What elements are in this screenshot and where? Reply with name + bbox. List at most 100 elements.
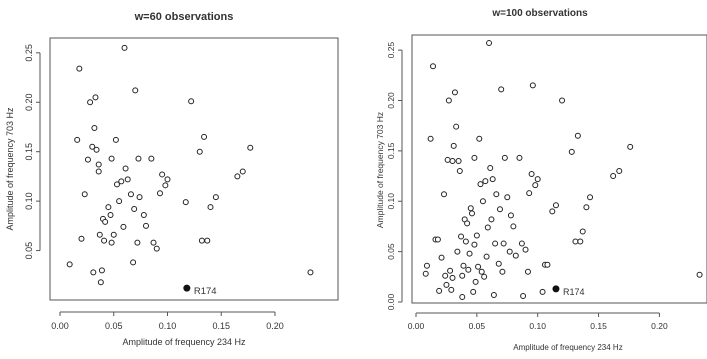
data-point <box>493 191 500 198</box>
data-point <box>207 204 214 211</box>
data-point <box>148 155 155 162</box>
data-point <box>423 262 430 269</box>
data-point <box>196 148 203 155</box>
data-point <box>466 250 473 257</box>
x-tick-label: 0.05 <box>105 321 123 331</box>
data-point <box>307 269 314 276</box>
y-axis-w100: 0.00 0.05 0.10 0.15 0.20 0.25 <box>386 42 403 310</box>
data-point <box>449 157 456 164</box>
data-point <box>74 136 81 143</box>
data-point <box>97 279 104 286</box>
data-point <box>579 228 586 235</box>
data-point <box>498 86 505 93</box>
y-tick-label: 0.25 <box>24 44 34 62</box>
data-point <box>162 182 169 189</box>
data-point <box>532 182 539 189</box>
x-tick-label: 0.00 <box>51 321 69 331</box>
data-point <box>528 171 535 178</box>
y-tick-label: 0.10 <box>24 192 34 210</box>
data-point <box>486 40 493 47</box>
data-point <box>159 171 166 178</box>
data-point <box>444 156 451 163</box>
x-tick-label: 0.20 <box>266 321 284 331</box>
plot-frame-w100 <box>411 34 707 304</box>
x-tick-label: 0.15 <box>212 321 230 331</box>
data-point <box>464 220 471 227</box>
data-point <box>118 178 125 185</box>
data-point <box>495 260 502 267</box>
y-axis-label-w60: Amplitude of frequency 703 Hz <box>5 107 15 231</box>
data-point <box>122 165 129 172</box>
data-point <box>507 212 514 219</box>
data-point <box>105 204 112 211</box>
data-point <box>459 272 466 279</box>
data-point <box>90 269 97 276</box>
data-point <box>89 143 96 150</box>
data-point <box>500 240 507 247</box>
data-point <box>101 237 108 244</box>
data-point <box>472 278 479 285</box>
data-point <box>127 191 134 198</box>
data-point <box>524 268 531 275</box>
data-point <box>572 238 579 245</box>
data-point <box>440 191 447 198</box>
data-point <box>476 135 483 142</box>
data-point <box>422 270 429 277</box>
data-point <box>453 123 460 130</box>
data-point <box>247 144 254 151</box>
y-tick-label: 0.05 <box>386 243 396 260</box>
data-point <box>92 94 99 101</box>
data-point <box>108 239 115 246</box>
chart-title-w60: w=60 observations <box>134 11 234 23</box>
data-point <box>510 223 517 230</box>
data-point <box>124 176 131 183</box>
highlight-point <box>183 284 191 292</box>
data-point <box>108 155 115 162</box>
x-axis-w60: 0.00 0.05 0.10 0.15 0.20 <box>51 311 284 331</box>
data-point <box>512 252 519 259</box>
data-point <box>460 262 467 269</box>
data-point <box>478 268 485 275</box>
data-point <box>430 63 437 70</box>
points-w100: R174 <box>422 40 703 300</box>
data-point <box>442 272 449 279</box>
data-point <box>76 65 83 72</box>
data-point <box>150 239 157 246</box>
y-tick-label: 0.15 <box>24 143 34 161</box>
data-point <box>499 268 506 275</box>
data-point <box>468 210 475 217</box>
data-point <box>467 205 474 212</box>
data-point <box>234 173 241 180</box>
data-point <box>93 146 100 153</box>
y-tick-label: 0.20 <box>24 93 34 111</box>
data-point <box>130 259 137 266</box>
data-point <box>135 155 142 162</box>
data-point <box>436 287 443 294</box>
data-point <box>450 142 457 149</box>
y-axis-label-w100: Amplitude of frequency 703 Hz <box>375 112 385 228</box>
data-point <box>434 236 441 243</box>
data-point <box>587 194 594 201</box>
data-point <box>120 223 127 230</box>
data-point <box>454 248 461 255</box>
data-point <box>131 206 138 213</box>
x-tick-label: 0.00 <box>408 321 425 331</box>
data-point <box>492 240 499 247</box>
data-point <box>577 238 584 245</box>
y-tick-label: 0.20 <box>386 92 396 109</box>
data-point <box>481 273 488 280</box>
data-point <box>445 97 452 104</box>
data-point <box>483 253 490 260</box>
data-point <box>134 239 141 246</box>
x-tick-label: 0.20 <box>651 321 668 331</box>
data-point <box>84 156 91 163</box>
data-point <box>504 194 511 201</box>
data-point <box>140 211 147 218</box>
data-point <box>482 178 489 185</box>
data-point <box>477 181 484 188</box>
data-point <box>96 231 103 238</box>
data-point <box>153 245 160 252</box>
data-point <box>116 198 123 205</box>
data-point <box>113 181 120 188</box>
data-point <box>529 82 536 89</box>
